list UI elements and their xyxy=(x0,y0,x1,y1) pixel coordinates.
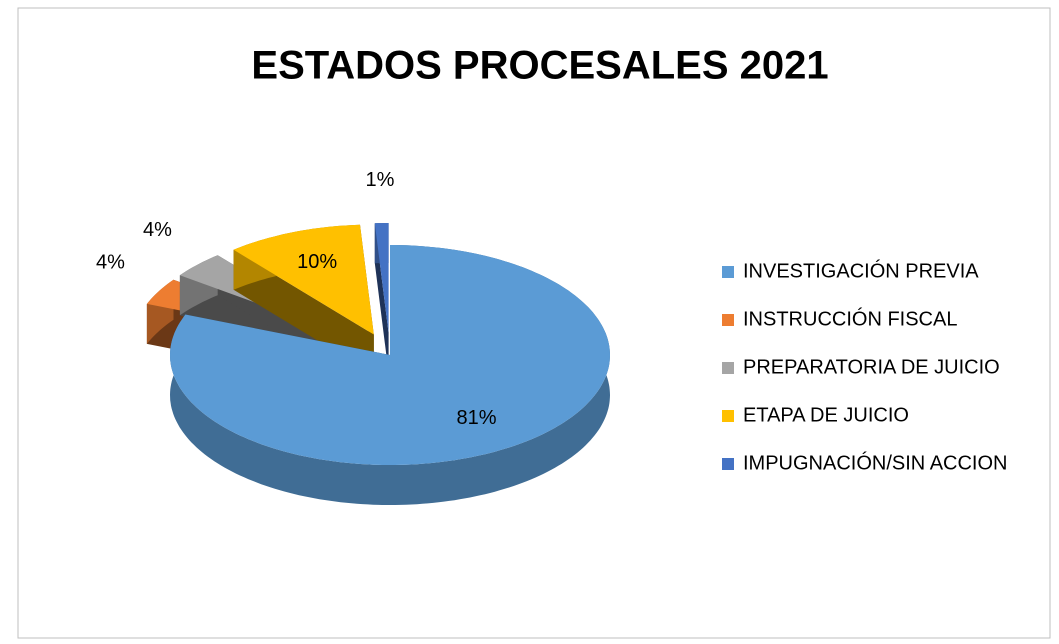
legend-label: ETAPA DE JUICIO xyxy=(743,404,909,426)
data-label: 10% xyxy=(297,251,337,273)
slice xyxy=(374,223,389,333)
legend-label: IMPUGNACIÓN/SIN ACCION xyxy=(743,451,1007,474)
legend-label: INSTRUCCIÓN FISCAL xyxy=(743,307,957,330)
legend-label: INVESTIGACIÓN PREVIA xyxy=(743,259,979,282)
legend-swatch xyxy=(722,362,734,374)
slice xyxy=(233,224,374,335)
chart-title: ESTADOS PROCESALES 2021 xyxy=(251,44,828,88)
legend-swatch xyxy=(722,458,734,470)
data-label: 4% xyxy=(143,219,172,241)
legend-swatch xyxy=(722,266,734,278)
data-label: 81% xyxy=(457,407,497,429)
data-label: 4% xyxy=(96,251,125,273)
legend-swatch xyxy=(722,314,734,326)
slice xyxy=(170,245,610,465)
slice-wall xyxy=(233,249,374,375)
legend-label: PREPARATORIA DE JUICIO xyxy=(743,356,1000,378)
legend-swatch xyxy=(722,410,734,422)
data-label: 1% xyxy=(366,169,395,191)
